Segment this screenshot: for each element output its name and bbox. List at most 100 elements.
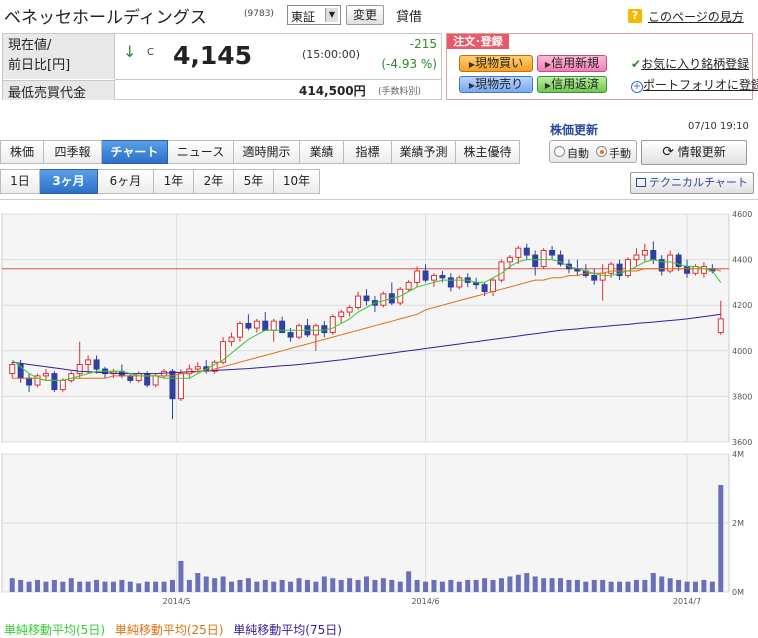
volume-bar xyxy=(380,578,386,592)
candle-body xyxy=(650,249,657,261)
tab-5[interactable]: 業績 xyxy=(300,140,344,164)
volume-bar xyxy=(709,581,715,592)
volume-bar xyxy=(68,578,74,592)
period-tab-3[interactable]: 1年 xyxy=(154,169,194,194)
volume-bar xyxy=(676,579,682,592)
change-market-button[interactable]: 変更 xyxy=(346,5,384,25)
period-tab-5[interactable]: 5年 xyxy=(234,169,274,194)
manual-label[interactable]: 手動 xyxy=(609,147,631,160)
volume-bar xyxy=(423,581,429,592)
volume-bar xyxy=(574,579,580,592)
volume-bar xyxy=(304,579,310,592)
volume-bar xyxy=(659,576,665,592)
volume-bar xyxy=(465,579,471,592)
volume-bar xyxy=(347,578,353,592)
market-select[interactable]: 東証 ▼ xyxy=(287,5,341,25)
volume-bar xyxy=(288,581,294,592)
candle-body xyxy=(700,265,707,274)
triangle-right-icon: ▶ xyxy=(544,60,552,69)
volume-bar xyxy=(608,581,614,592)
candle-body xyxy=(616,263,623,277)
candle-body xyxy=(9,363,16,375)
window-icon xyxy=(636,178,647,187)
down-arrow-icon: ↓ xyxy=(123,42,137,61)
volume-bar xyxy=(541,578,547,592)
refresh-button[interactable]: ⟳ 情報更新 xyxy=(641,140,747,165)
manual-radio[interactable] xyxy=(596,146,607,157)
candle-body xyxy=(481,284,488,293)
tab-8[interactable]: 株主優待 xyxy=(456,140,520,164)
sell-button[interactable]: ▶現物売り xyxy=(459,76,533,93)
y-tick-label: 4600 xyxy=(732,210,752,219)
help-icon[interactable]: ? xyxy=(628,9,642,23)
candle-body xyxy=(127,375,134,381)
period-tab-4[interactable]: 2年 xyxy=(194,169,234,194)
candle-body xyxy=(34,375,41,386)
candle-body xyxy=(549,249,556,256)
volume-bar xyxy=(296,578,302,592)
period-tab-0[interactable]: 1日 xyxy=(0,169,40,194)
market-select-value: 東証 xyxy=(291,10,316,24)
volume-bar xyxy=(18,579,24,592)
volume-bar xyxy=(591,579,597,592)
volume-bar xyxy=(43,581,49,592)
update-mode-group: 自動 手動 xyxy=(549,140,637,163)
candle-body xyxy=(26,377,33,386)
price-table: 現在値/ 前日比[円] 最低売買代金 ↓ C 4,145 (15:00:00) … xyxy=(2,33,442,101)
candle-body xyxy=(523,247,530,256)
volume-bar xyxy=(144,581,150,592)
candle-body xyxy=(76,363,83,375)
candle-body xyxy=(68,373,75,381)
volume-bar xyxy=(220,576,226,592)
candle-body xyxy=(228,336,235,343)
portfolio-link[interactable]: + ポートフォリオに登録 xyxy=(631,76,758,93)
legend-ma5: 単純移動平均(5日) xyxy=(4,623,105,637)
margin-new-button[interactable]: ▶信用新規 xyxy=(537,55,607,72)
volume-bar xyxy=(507,576,513,592)
tab-0[interactable]: 株価 xyxy=(0,140,44,164)
candle-body xyxy=(346,306,353,313)
favorite-link[interactable]: ✔お気に入り銘柄登録 xyxy=(631,55,749,72)
technical-chart-button[interactable]: テクニカルチャート xyxy=(630,172,754,194)
volume-bar xyxy=(364,576,369,592)
auto-radio[interactable] xyxy=(554,146,565,157)
price-change: -215 xyxy=(409,37,437,51)
volume-bar xyxy=(406,571,412,592)
volume-bar xyxy=(330,578,336,592)
candle-body xyxy=(439,275,446,279)
volume-bar xyxy=(558,578,564,592)
candle-body xyxy=(329,316,336,334)
candle-body xyxy=(532,254,539,267)
volume-bar xyxy=(684,581,690,592)
help-link[interactable]: このページの見方 xyxy=(648,10,744,24)
period-tab-2[interactable]: 6ヶ月 xyxy=(98,169,154,194)
buy-button[interactable]: ▶現物買い xyxy=(459,55,533,72)
volume-bar xyxy=(110,581,116,592)
tab-6[interactable]: 指標 xyxy=(344,140,392,164)
auto-label[interactable]: 自動 xyxy=(567,147,589,160)
label-current: 現在値/ xyxy=(8,38,52,53)
margin-return-button[interactable]: ▶信用返済 xyxy=(537,76,607,93)
candle-body xyxy=(42,373,49,377)
x-tick-label: 2014/7 xyxy=(673,597,701,606)
volume-bar xyxy=(229,581,235,592)
tab-3[interactable]: ニュース xyxy=(168,140,234,164)
candle-body xyxy=(253,320,260,329)
candle-body xyxy=(93,359,100,370)
label-prev: 前日比[円] xyxy=(8,58,71,73)
tab-7[interactable]: 業績予測 xyxy=(392,140,456,164)
volume-bar xyxy=(127,581,133,592)
tab-1[interactable]: 四季報 xyxy=(44,140,102,164)
volume-bar xyxy=(186,579,192,592)
candle-body xyxy=(641,249,648,256)
tab-2[interactable]: チャート xyxy=(102,140,168,164)
candle-body xyxy=(430,275,437,281)
period-tab-1[interactable]: 3ヶ月 xyxy=(40,169,98,194)
volume-bar xyxy=(178,560,184,592)
candle-body xyxy=(557,254,564,265)
lending-label: 貸借 xyxy=(396,10,423,25)
volume-bar xyxy=(203,576,209,592)
period-tab-6[interactable]: 10年 xyxy=(274,169,320,194)
tab-4[interactable]: 適時開示 xyxy=(234,140,300,164)
volume-bar xyxy=(532,576,538,592)
